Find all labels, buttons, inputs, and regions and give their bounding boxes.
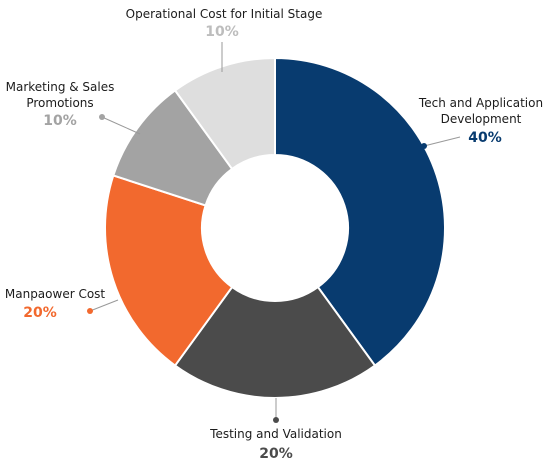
leader-dot bbox=[99, 114, 105, 120]
value-label: 20% bbox=[259, 446, 293, 462]
slice-label: Marketing & Sales Promotions bbox=[5, 80, 115, 110]
value-label: 20% bbox=[23, 305, 57, 321]
donut-slice bbox=[173, 56, 276, 171]
leader-line bbox=[101, 116, 141, 135]
donut-slice bbox=[173, 285, 377, 399]
donut-slice bbox=[274, 56, 446, 367]
leader-dot bbox=[273, 417, 279, 423]
leader-dot bbox=[87, 308, 93, 314]
slice-label: Testing and Validation bbox=[210, 427, 342, 441]
value-label: 10% bbox=[43, 113, 77, 129]
leader-line bbox=[423, 136, 461, 147]
donut-slice bbox=[104, 174, 234, 367]
slice-label: Manpaower Cost bbox=[4, 287, 106, 301]
leader-line bbox=[89, 299, 119, 312]
value-label: 10% bbox=[205, 24, 239, 40]
slice-label: Tech and Application Development bbox=[418, 96, 544, 126]
value-label: 40% bbox=[468, 130, 502, 146]
leader-dot bbox=[421, 143, 427, 149]
slice-label: Operational Cost for Initial Stage bbox=[125, 7, 323, 21]
